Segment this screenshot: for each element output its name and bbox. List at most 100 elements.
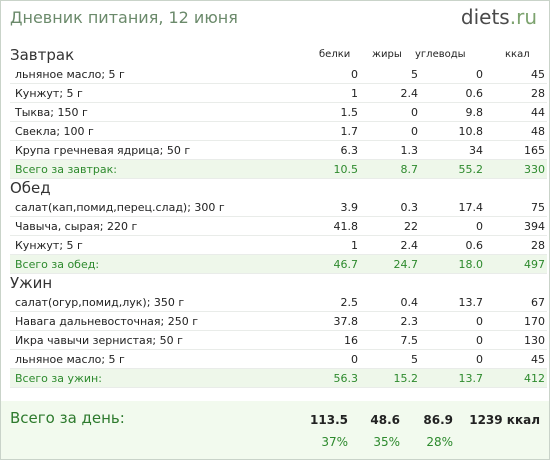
- item-fat: 2.4: [358, 235, 418, 255]
- table-row: Кунжут; 5 г 1 2.4 0.6 28: [10, 235, 547, 255]
- logo-tld: .ru: [509, 5, 537, 29]
- col-fat: жиры: [372, 49, 402, 60]
- item-protein: 41.8: [298, 216, 358, 236]
- meal-title: Ужин: [10, 274, 53, 292]
- item-carbs: 0.6: [418, 83, 483, 103]
- item-kcal: 28: [483, 83, 547, 103]
- item-carbs: 0: [418, 65, 483, 84]
- site-logo[interactable]: diets.ru: [461, 5, 537, 29]
- meal-title: Обед: [10, 179, 51, 197]
- table-row: салат(огур,помид,лук); 350 г 2.5 0.4 13.…: [10, 293, 547, 312]
- total-kcal: 330: [483, 159, 547, 179]
- meal-table: льняное масло; 5 г 0 5 0 45 Кунжут; 5 г …: [10, 65, 547, 179]
- item-carbs: 17.4: [418, 198, 483, 217]
- item-fat: 0.4: [358, 293, 418, 312]
- total-label: Всего за обед:: [10, 254, 298, 274]
- item-kcal: 67: [483, 293, 547, 312]
- item-name: льняное масло; 5 г: [10, 349, 298, 369]
- item-protein: 1: [298, 83, 358, 103]
- logo-brand: diets: [460, 5, 510, 29]
- item-kcal: 170: [483, 311, 547, 331]
- item-carbs: 0: [418, 311, 483, 331]
- item-name: салат(огур,помид,лук); 350 г: [10, 293, 298, 312]
- day-total-label: Всего за день:: [10, 409, 125, 427]
- item-name: салат(кап,помид,перец.слад); 300 г: [10, 198, 298, 217]
- table-row: Свекла; 100 г 1.7 0 10.8 48: [10, 121, 547, 141]
- item-kcal: 45: [483, 65, 547, 84]
- day-carbs: 86.9: [423, 413, 453, 427]
- total-protein: 56.3: [298, 368, 358, 388]
- col-protein: белки: [319, 49, 351, 60]
- item-fat: 0: [358, 102, 418, 122]
- day-fat-pct: 35%: [373, 435, 400, 449]
- item-kcal: 394: [483, 216, 547, 236]
- day-summary: Всего за день: 113.5 48.6 86.9 1239 ккал…: [1, 401, 549, 459]
- item-name: Тыква; 150 г: [10, 102, 298, 122]
- day-carbs-pct: 28%: [426, 435, 453, 449]
- item-fat: 7.5: [358, 330, 418, 350]
- item-fat: 2.3: [358, 311, 418, 331]
- day-protein: 113.5: [310, 413, 348, 427]
- total-label: Всего за ужин:: [10, 368, 298, 388]
- meal-table: салат(огур,помид,лук); 350 г 2.5 0.4 13.…: [10, 293, 547, 388]
- table-row: Кунжут; 5 г 1 2.4 0.6 28: [10, 83, 547, 103]
- item-name: Навага дальневосточная; 250 г: [10, 311, 298, 331]
- item-fat: 2.4: [358, 83, 418, 103]
- page-title: Дневник питания, 12 июня: [10, 8, 238, 27]
- item-carbs: 34: [418, 140, 483, 160]
- col-kcal: ккал: [505, 49, 530, 60]
- total-protein: 10.5: [298, 159, 358, 179]
- table-row: Навага дальневосточная; 250 г 37.8 2.3 0…: [10, 311, 547, 331]
- total-fat: 8.7: [358, 159, 418, 179]
- item-name: льняное масло; 5 г: [10, 65, 298, 84]
- item-protein: 1.5: [298, 102, 358, 122]
- total-fat: 24.7: [358, 254, 418, 274]
- item-fat: 22: [358, 216, 418, 236]
- item-protein: 16: [298, 330, 358, 350]
- meal-breakfast: Завтрак белки жиры углеводы ккал льняное…: [10, 45, 547, 179]
- total-fat: 15.2: [358, 368, 418, 388]
- day-protein-pct: 37%: [321, 435, 348, 449]
- meal-table: салат(кап,помид,перец.слад); 300 г 3.9 0…: [10, 198, 547, 274]
- table-row: Чавыча, сырая; 220 г 41.8 22 0 394: [10, 216, 547, 236]
- total-carbs: 55.2: [418, 159, 483, 179]
- item-name: Кунжут; 5 г: [10, 235, 298, 255]
- meal-title: Завтрак: [10, 46, 75, 64]
- total-carbs: 13.7: [418, 368, 483, 388]
- total-carbs: 18.0: [418, 254, 483, 274]
- meal-lunch: Обед салат(кап,помид,перец.слад); 300 г …: [10, 178, 547, 274]
- item-carbs: 9.8: [418, 102, 483, 122]
- item-carbs: 0: [418, 330, 483, 350]
- item-kcal: 130: [483, 330, 547, 350]
- item-carbs: 0: [418, 216, 483, 236]
- item-carbs: 0: [418, 349, 483, 369]
- item-fat: 0: [358, 121, 418, 141]
- item-kcal: 48: [483, 121, 547, 141]
- item-fat: 5: [358, 65, 418, 84]
- item-protein: 2.5: [298, 293, 358, 312]
- item-kcal: 28: [483, 235, 547, 255]
- item-protein: 37.8: [298, 311, 358, 331]
- total-label: Всего за завтрак:: [10, 159, 298, 179]
- item-fat: 0.3: [358, 198, 418, 217]
- header: Дневник питания, 12 июня diets.ru: [1, 1, 549, 37]
- table-row: Крупа гречневая ядрица; 50 г 6.3 1.3 34 …: [10, 140, 547, 160]
- meal-dinner: Ужин салат(огур,помид,лук); 350 г 2.5 0.…: [10, 273, 547, 388]
- col-carbs: углеводы: [415, 49, 466, 60]
- item-kcal: 44: [483, 102, 547, 122]
- total-kcal: 412: [483, 368, 547, 388]
- item-protein: 3.9: [298, 198, 358, 217]
- day-kcal: 1239 ккал: [469, 413, 540, 427]
- table-row: льняное масло; 5 г 0 5 0 45: [10, 349, 547, 369]
- item-protein: 1: [298, 235, 358, 255]
- table-row: льняное масло; 5 г 0 5 0 45: [10, 65, 547, 84]
- item-protein: 6.3: [298, 140, 358, 160]
- item-name: Крупа гречневая ядрица; 50 г: [10, 140, 298, 160]
- item-carbs: 0.6: [418, 235, 483, 255]
- item-protein: 0: [298, 65, 358, 84]
- item-fat: 1.3: [358, 140, 418, 160]
- item-name: Свекла; 100 г: [10, 121, 298, 141]
- item-name: Чавыча, сырая; 220 г: [10, 216, 298, 236]
- day-fat: 48.6: [370, 413, 400, 427]
- item-kcal: 75: [483, 198, 547, 217]
